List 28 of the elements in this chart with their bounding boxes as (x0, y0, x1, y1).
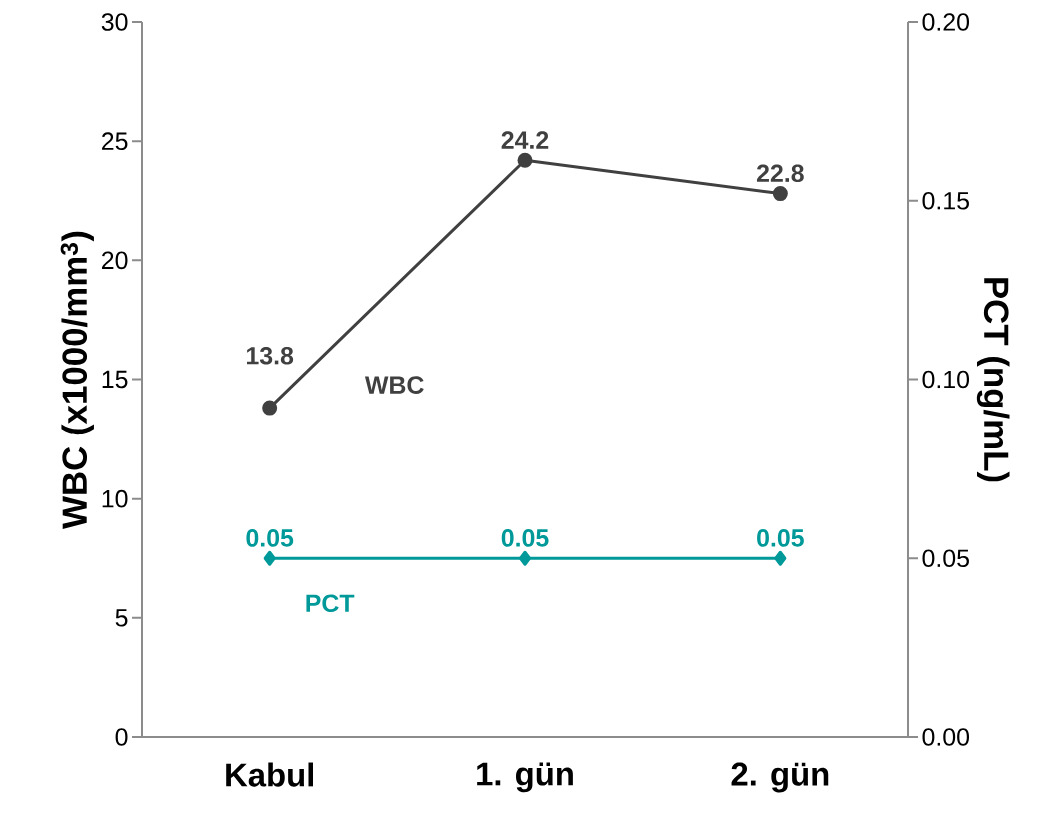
y2-axis-title: PCT (ng/mL) (976, 278, 1010, 482)
data-label: 22.8 (756, 164, 804, 183)
series-label: WBC (364, 376, 424, 394)
y2-tick-label: 0.05 (922, 549, 969, 568)
data-label: 24.2 (501, 131, 549, 149)
y-tick-label: 20 (102, 251, 128, 270)
y-tick-label: 15 (102, 370, 128, 389)
y-axis-title: WBC (x1000/mm$^{3}$) (60, 231, 94, 529)
x-tick-label: 1. gün (477, 762, 573, 793)
y2-tick-label: 0.00 (922, 728, 970, 746)
y2-tick-label: 0.15 (922, 191, 969, 210)
y2-tick-label: 0.10 (922, 370, 970, 389)
x-tick-label: 2. gün (731, 762, 829, 793)
point (772, 186, 788, 202)
data-label: 13.8 (246, 346, 294, 365)
series-label: PCT (306, 594, 355, 613)
y-tick-label: 25 (102, 132, 128, 150)
x-tick-label: Kabul (226, 762, 314, 787)
point (517, 152, 533, 168)
data-label: 0.05 (246, 529, 294, 547)
data-label: 0.05 (757, 529, 804, 547)
y-tick-label: 0 (115, 728, 128, 746)
y2-tick-label: 0.20 (922, 13, 970, 31)
y-tick-label: 30 (101, 13, 128, 31)
point (262, 400, 278, 416)
y-tick-label: 5 (115, 609, 128, 627)
y-tick-label: 10 (102, 489, 128, 508)
data-label: 0.05 (501, 529, 549, 547)
